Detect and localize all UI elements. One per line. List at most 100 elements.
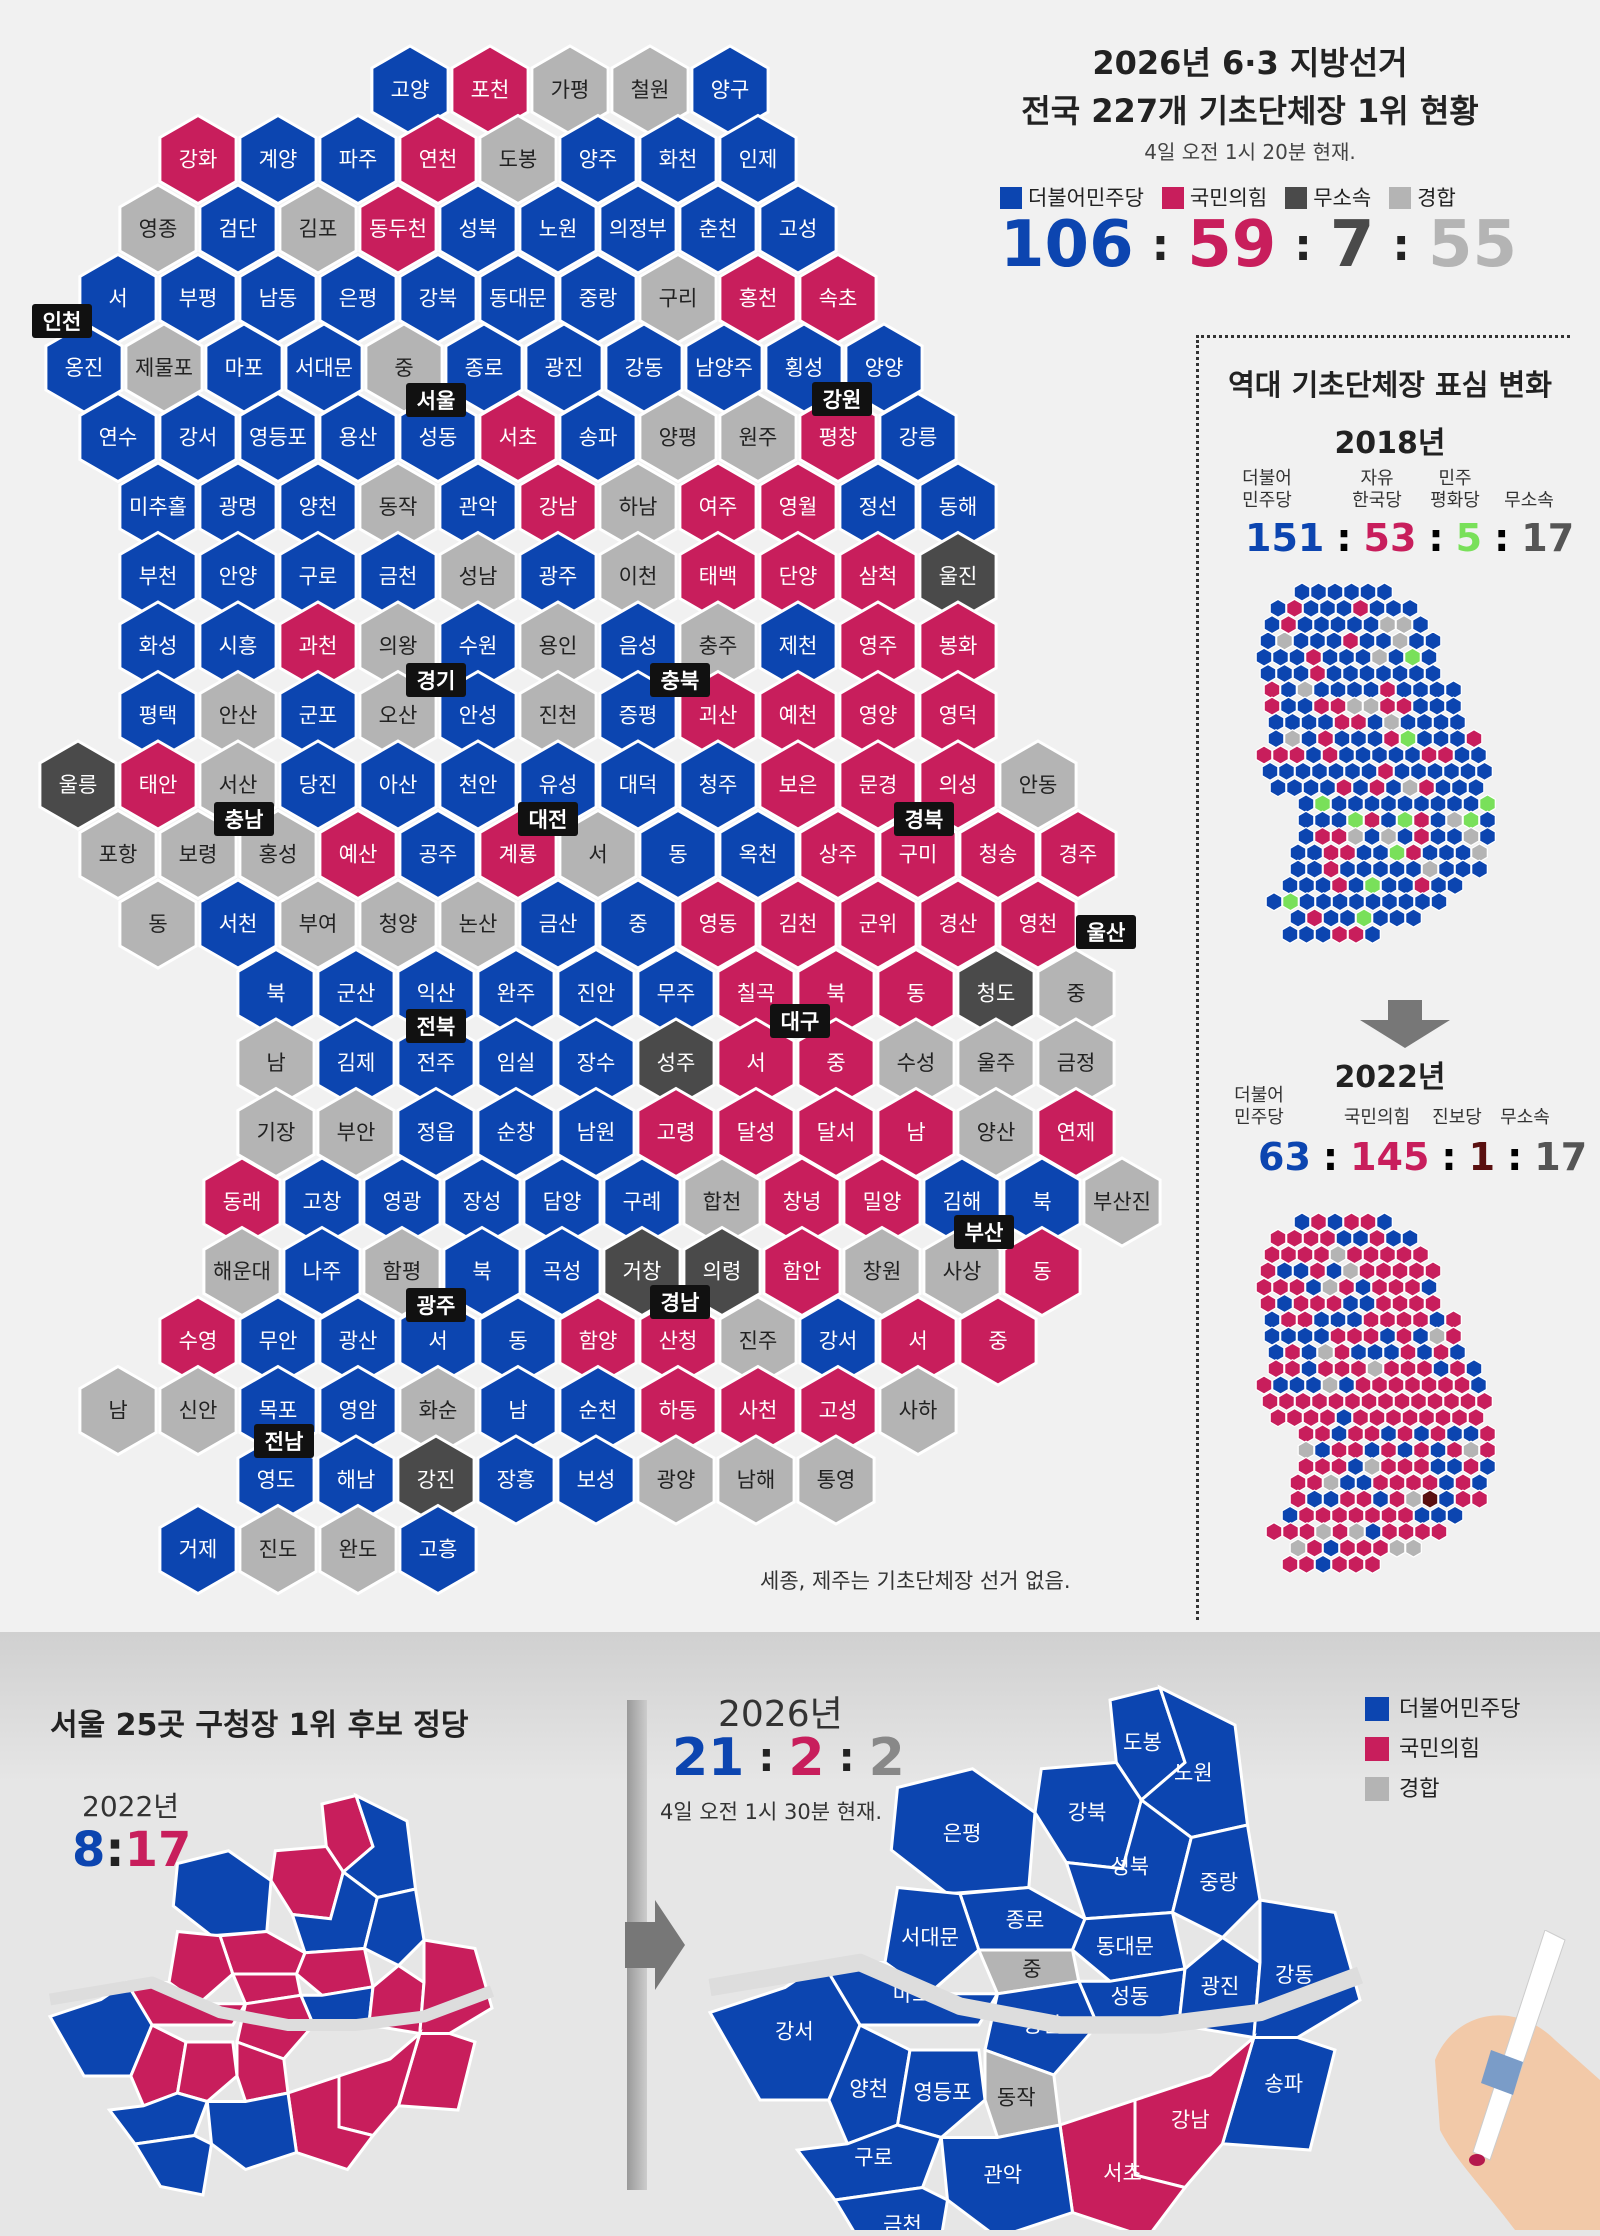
hex-district: 사하 [878, 1364, 958, 1457]
mini-hex [1305, 1277, 1322, 1297]
hex-label: 양양 [865, 356, 904, 380]
region-tag: 전북 [406, 1009, 466, 1043]
mini-hex [1397, 875, 1414, 896]
hex-label: 고령 [657, 1121, 696, 1145]
mini-hex [1364, 924, 1381, 944]
mini-hex [1330, 826, 1348, 847]
label-2018-ppp: 자유 한국당 [1352, 468, 1402, 511]
mini-hex [1387, 1375, 1405, 1395]
mini-hex [1319, 1228, 1336, 1248]
mini-hex [1404, 647, 1421, 667]
hex-label: 영등포 [249, 426, 307, 450]
mini-hex [1359, 1212, 1377, 1232]
mini-hex [1430, 892, 1448, 912]
mini-hex [1470, 745, 1487, 765]
hex-district: 동해 [918, 461, 998, 553]
hex-label: 창원 [863, 1260, 902, 1284]
mini-hex [1339, 908, 1356, 928]
mini-hex [1346, 1244, 1363, 1265]
mini-hex [1404, 1375, 1421, 1395]
hex-label: 관악 [459, 495, 498, 519]
mini-hex [1352, 777, 1369, 798]
mini-hex [1314, 1440, 1331, 1460]
hex-label: 양주 [579, 148, 618, 172]
right-arrow-icon [625, 1900, 685, 1990]
hex-label: 사천 [739, 1399, 778, 1423]
region-tag: 대전 [518, 802, 578, 836]
mini-hex [1377, 1391, 1394, 1411]
mini-hex [1255, 745, 1273, 765]
mini-hex [1331, 892, 1349, 912]
hex-label: 사하 [899, 1399, 938, 1423]
hex-district: 고흥 [398, 1503, 478, 1596]
hex-district: 공주 [398, 808, 478, 901]
mini-hex [1276, 631, 1293, 651]
hex-district: 나주 [282, 1225, 362, 1318]
hex-label: 광주 [539, 565, 578, 589]
mini-hex [1314, 794, 1331, 814]
mini-hex [1286, 598, 1303, 618]
mini-hex [1355, 1538, 1373, 1558]
score-2026: 106 : 59 : 7 : 55 [1000, 208, 1560, 282]
hex-label: 사상 [943, 1260, 982, 1284]
mini-hex [1350, 1342, 1367, 1363]
mini-hex [1298, 875, 1315, 896]
mini-hex [1421, 859, 1439, 879]
mini-hex [1278, 761, 1295, 781]
mini-hex [1350, 729, 1367, 749]
hex-district: 삼척 [838, 530, 918, 623]
hex-district: 완도 [318, 1503, 398, 1596]
mini-hex [1255, 1277, 1273, 1297]
hex-district: 신안 [158, 1364, 238, 1457]
hex-label: 평택 [139, 704, 178, 728]
mini-hex [1276, 1261, 1293, 1281]
hex-label: 인제 [739, 148, 778, 172]
hex-label: 양산 [977, 1121, 1016, 1145]
mini-hex [1269, 1407, 1287, 1428]
hex-label: 가평 [551, 78, 590, 102]
hex-label: 금정 [1057, 1051, 1096, 1075]
mini-hex [1358, 631, 1376, 651]
hex-label: 의령 [703, 1260, 742, 1284]
mini-hex [1366, 1342, 1384, 1363]
mini-hex [1281, 924, 1299, 944]
hex-label: 남해 [737, 1468, 776, 1492]
mini-hex [1272, 1277, 1289, 1297]
mini-hex [1404, 745, 1421, 765]
hex-label: 충주 [699, 634, 738, 658]
hex-label: 경산 [939, 912, 978, 936]
mini-hex [1314, 924, 1332, 944]
hex-label: 강화 [179, 148, 218, 172]
hex-label: 경주 [1059, 843, 1098, 867]
region-tag: 강원 [812, 382, 872, 416]
mini-hex [1348, 892, 1365, 912]
hex-district: 거제 [158, 1503, 238, 1596]
legend-item-ind: 무소속 [1285, 182, 1371, 212]
seoul-district-label: 관악 [983, 2163, 1022, 2187]
mini-hex [1408, 631, 1425, 651]
mini-hex [1391, 631, 1409, 651]
mini-hex [1347, 1440, 1364, 1460]
mini-hex [1347, 794, 1364, 814]
mini-hex [1372, 843, 1389, 863]
mini-hex [1322, 843, 1340, 863]
mini-hex [1376, 1212, 1393, 1232]
mini-hex [1321, 647, 1339, 667]
hex-label: 옥천 [739, 843, 778, 867]
hex-district: 합천 [682, 1156, 762, 1248]
score-2018: 151: 53: 5: 17 [1245, 516, 1575, 560]
seoul-legend-dem: 더불어민주당 [1365, 1690, 1520, 1730]
mini-hex [1322, 1489, 1340, 1509]
seoul-district [883, 1885, 981, 1996]
hex-label: 유성 [539, 773, 578, 797]
mini-hex [1263, 1244, 1281, 1265]
mini-hex [1272, 745, 1289, 765]
seoul-district-label: 성동 [1111, 1984, 1150, 2008]
mini-hex [1297, 826, 1315, 847]
mini-hex [1380, 875, 1398, 896]
hex-label: 상주 [819, 843, 858, 867]
hex-label: 기장 [257, 1121, 296, 1145]
mini-map-2018 [1255, 582, 1496, 944]
mini-hex [1329, 680, 1347, 700]
hex-district: 연천 [398, 113, 478, 206]
